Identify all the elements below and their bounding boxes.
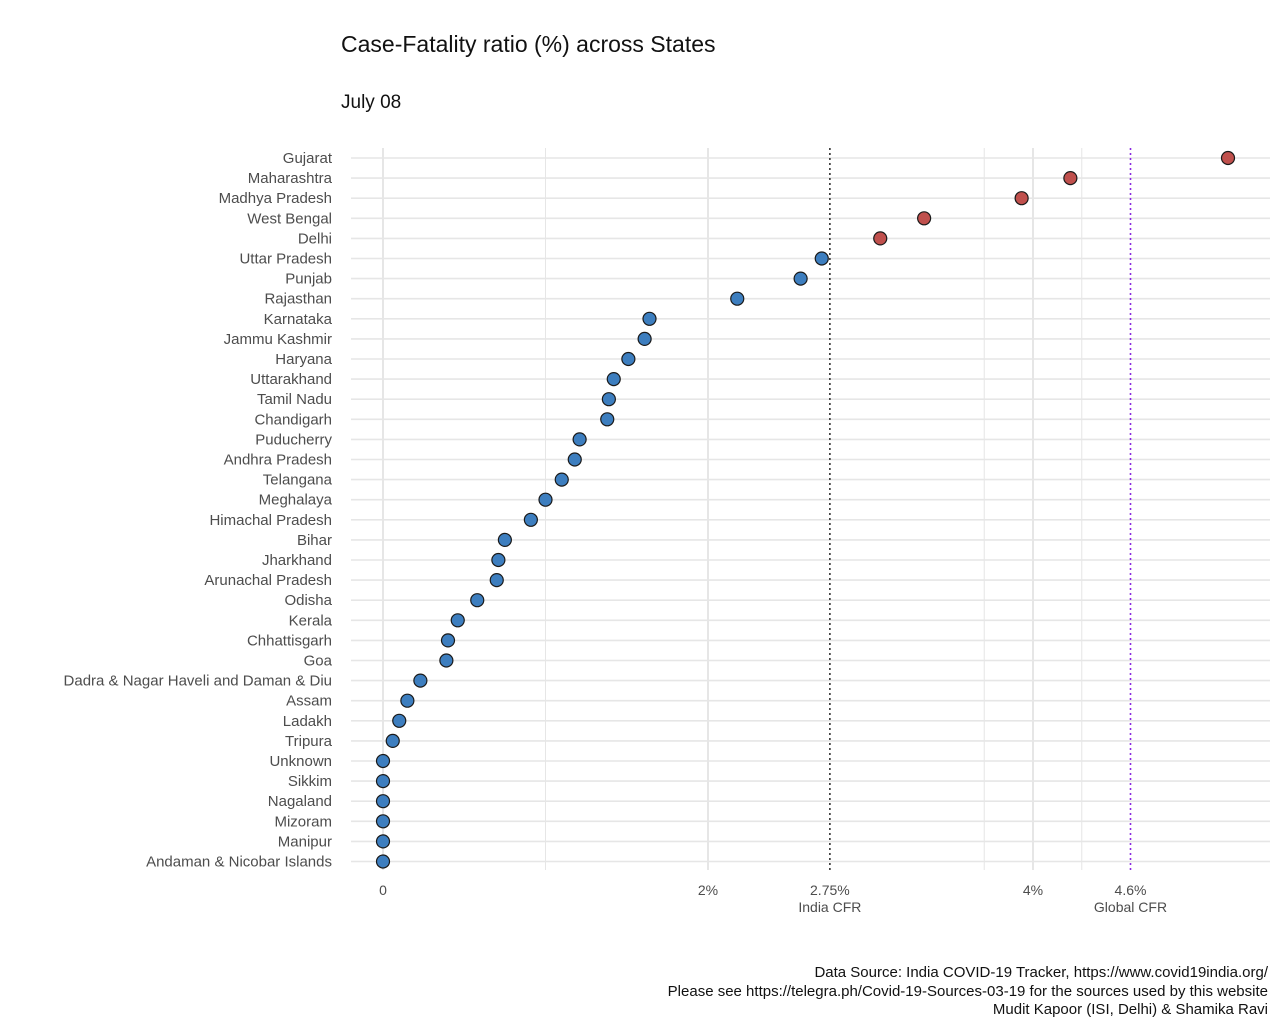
y-tick-label: Himachal Pradesh: [209, 512, 332, 529]
data-point: [375, 794, 391, 809]
data-point: [392, 713, 407, 728]
chart-title: Case-Fatality ratio (%) across States: [341, 31, 716, 57]
y-tick-label: Odisha: [284, 592, 332, 609]
y-tick-label: Tripura: [285, 733, 333, 750]
y-tick-label: Chandigarh: [254, 411, 332, 428]
y-tick-label: Haryana: [275, 351, 332, 368]
data-point: [637, 331, 652, 346]
data-point: [375, 834, 391, 849]
y-tick-label: Dadra & Nagar Haveli and Daman & Diu: [64, 673, 332, 690]
data-point: [730, 291, 745, 306]
x-tick-label: 2.75%: [810, 882, 850, 898]
data-point: [439, 653, 454, 668]
data-point: [572, 432, 587, 447]
data-point: [375, 854, 391, 869]
data-point: [523, 512, 538, 527]
y-tick-label: Telangana: [263, 472, 333, 489]
data-point: [873, 231, 888, 246]
data-point: [554, 472, 569, 487]
data-point: [497, 532, 512, 548]
india-cfr-label: India CFR: [798, 899, 861, 915]
y-tick-label: Unknown: [269, 753, 332, 770]
y-tick-label: Jammu Kashmir: [224, 331, 332, 348]
data-point: [606, 372, 621, 387]
y-tick-label: Jharkhand: [262, 552, 332, 569]
data-point: [601, 392, 616, 407]
y-tick-label: Gujarat: [283, 150, 333, 167]
y-tick-label: Andhra Pradesh: [224, 452, 332, 469]
data-point: [1220, 150, 1236, 166]
data-point: [567, 452, 582, 467]
y-tick-label: Karnataka: [264, 311, 333, 328]
data-point: [814, 251, 829, 266]
data-point: [375, 773, 391, 789]
data-point: [413, 673, 428, 688]
data-point: [375, 753, 391, 769]
y-tick-label: Assam: [286, 693, 332, 710]
data-source-caption: Data Source: India COVID-19 Tracker, htt…: [814, 964, 1268, 981]
y-tick-label: Maharashtra: [248, 170, 333, 187]
y-tick-label: Kerala: [289, 612, 333, 629]
data-point: [917, 211, 932, 226]
data-point: [600, 412, 615, 427]
x-tick-label: 0: [379, 882, 387, 898]
y-tick-label: Arunachal Pradesh: [204, 572, 332, 589]
data-point: [450, 613, 465, 628]
y-tick-label: Puducherry: [255, 431, 332, 448]
y-tick-label: Sikkim: [288, 773, 332, 790]
chart-subtitle: July 08: [341, 92, 402, 113]
y-tick-label: Nagaland: [268, 793, 332, 810]
y-tick-label: Mizoram: [274, 813, 332, 830]
data-point: [491, 552, 506, 568]
x-tick-label: 2%: [698, 882, 718, 898]
data-point: [621, 351, 636, 367]
y-tick-label: Madhya Pradesh: [219, 190, 332, 207]
sources-note-caption: Please see https://telegra.ph/Covid-19-S…: [667, 983, 1268, 1000]
y-tick-label: Meghalaya: [259, 492, 333, 509]
y-tick-label: Delhi: [298, 230, 332, 247]
y-tick-label: West Bengal: [247, 210, 332, 227]
data-point: [375, 814, 391, 829]
data-point: [440, 633, 456, 648]
data-point: [385, 733, 400, 749]
data-point: [642, 311, 657, 326]
data-point: [489, 572, 504, 588]
x-tick-label: 4%: [1023, 882, 1043, 898]
y-tick-label: Goa: [304, 653, 333, 670]
y-tick-label: Punjab: [285, 271, 332, 288]
y-tick-label: Chhattisgarh: [247, 632, 332, 649]
data-point: [538, 492, 553, 507]
data-point: [470, 593, 485, 608]
data-point: [1014, 191, 1029, 206]
global-cfr-label: Global CFR: [1094, 899, 1167, 915]
y-tick-label: Uttarakhand: [250, 371, 332, 388]
data-point: [1063, 171, 1078, 186]
data-point: [400, 693, 415, 708]
data-point: [793, 271, 808, 286]
y-tick-label: Rajasthan: [264, 291, 332, 308]
y-tick-label: Uttar Pradesh: [239, 251, 332, 268]
y-tick-label: Andaman & Nicobar Islands: [146, 854, 332, 871]
y-tick-label: Manipur: [278, 833, 332, 850]
y-tick-label: Tamil Nadu: [257, 391, 332, 408]
x-tick-label: 4.6%: [1115, 882, 1147, 898]
y-tick-label: Bihar: [297, 532, 332, 549]
author-caption: Mudit Kapoor (ISI, Delhi) & Shamika Ravi: [992, 1001, 1268, 1018]
y-tick-label: Ladakh: [283, 713, 332, 730]
